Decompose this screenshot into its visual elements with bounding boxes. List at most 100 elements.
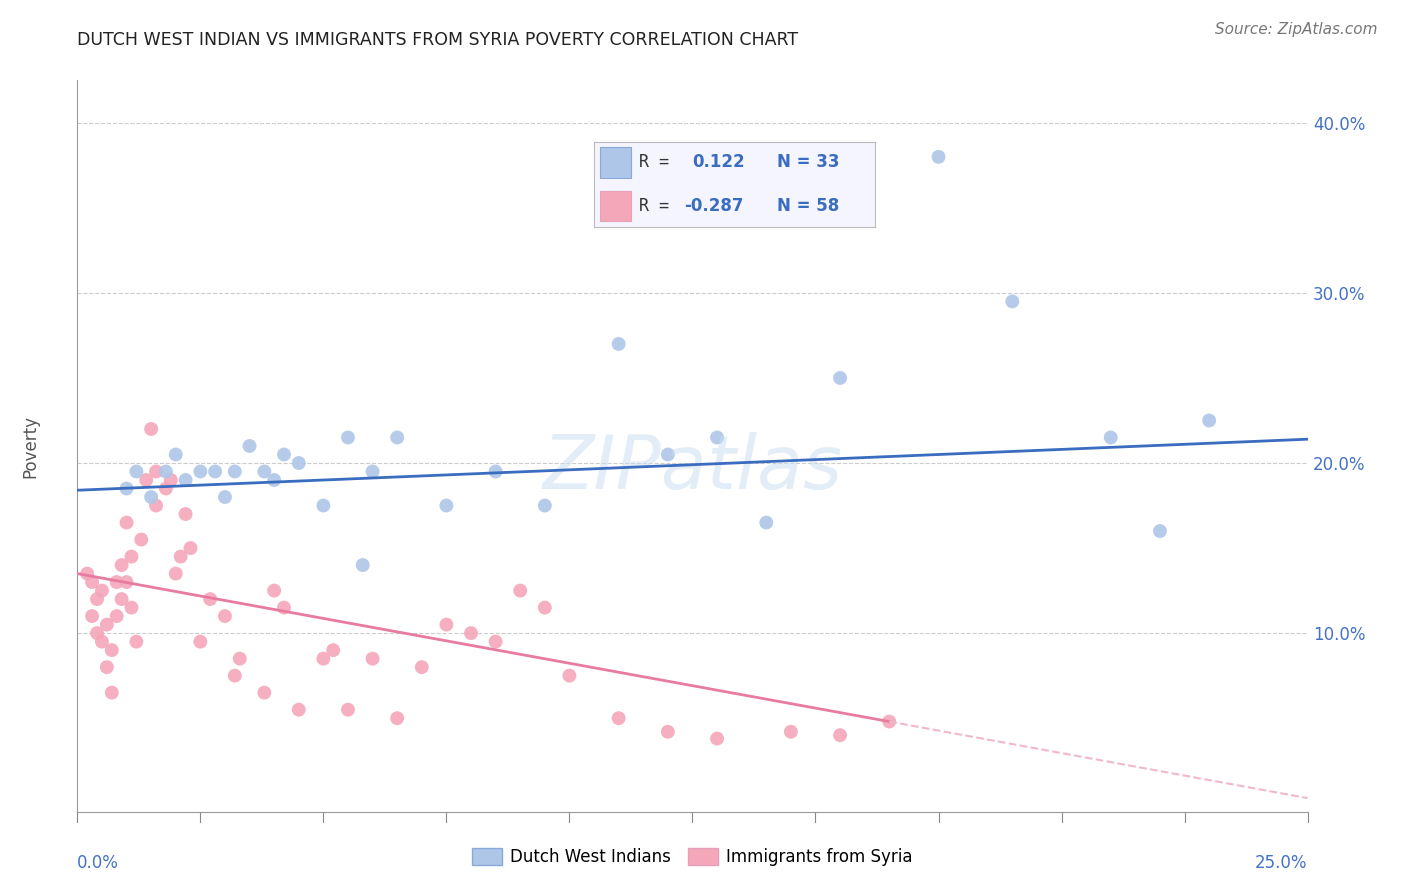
Point [607,711,630,725]
Point [534,499,557,513]
Point [263,583,285,598]
Point [214,609,236,624]
Point [111,558,132,572]
Text: 25.0%: 25.0% [1256,855,1308,872]
Text: 0.0%: 0.0% [77,855,120,872]
Point [273,448,295,462]
Point [1001,294,1024,309]
Point [190,634,212,648]
Point [312,499,335,513]
Point [145,465,167,479]
Point [607,337,630,351]
Point [121,600,143,615]
Point [96,617,118,632]
Point [706,731,728,746]
Point [190,465,212,479]
Point [125,465,148,479]
Point [200,592,222,607]
Point [224,465,246,479]
Point [155,482,177,496]
Point [145,499,167,513]
Point [387,430,409,444]
Point [830,728,852,742]
Point [86,626,108,640]
Point [534,600,557,615]
Point [411,660,433,674]
Point [90,634,114,648]
Point [755,516,778,530]
Point [174,473,197,487]
Text: R =: R = [640,153,669,171]
FancyBboxPatch shape [599,191,630,221]
Text: Poverty: Poverty [21,415,39,477]
Text: ZIPatlas: ZIPatlas [543,432,842,504]
Point [657,448,679,462]
Point [115,575,138,590]
Point [86,592,108,607]
Point [141,422,163,436]
Point [224,668,246,682]
Point [111,592,132,607]
Point [115,516,138,530]
Point [82,575,104,590]
Point [485,465,508,479]
Point [160,473,183,487]
Point [263,473,285,487]
Point [706,430,728,444]
Point [131,533,153,547]
Point [82,609,104,624]
Point [90,583,114,598]
Point [337,703,360,717]
Point [460,626,482,640]
Point [509,583,531,598]
Point [273,600,295,615]
Text: N = 58: N = 58 [778,197,839,215]
Point [436,617,458,632]
Point [239,439,262,453]
Point [105,609,128,624]
Point [928,150,950,164]
Text: N = 33: N = 33 [778,153,839,171]
Point [165,448,187,462]
Text: -0.287: -0.287 [685,197,744,215]
Point [253,686,276,700]
Point [322,643,344,657]
Point [135,473,157,487]
Point [76,566,98,581]
Point [165,566,187,581]
Point [1198,413,1220,427]
Point [1149,524,1171,538]
Point [180,541,202,555]
Point [115,482,138,496]
Point [780,724,803,739]
Point [361,465,384,479]
Text: R =: R = [640,197,669,215]
Point [141,490,163,504]
Text: DUTCH WEST INDIAN VS IMMIGRANTS FROM SYRIA POVERTY CORRELATION CHART: DUTCH WEST INDIAN VS IMMIGRANTS FROM SYR… [77,31,799,49]
Point [879,714,901,729]
Point [352,558,374,572]
Point [436,499,458,513]
Point [229,651,252,665]
Point [214,490,236,504]
Point [253,465,276,479]
Point [155,465,177,479]
Text: 0.122: 0.122 [693,153,745,171]
Text: Source: ZipAtlas.com: Source: ZipAtlas.com [1215,22,1378,37]
Point [101,686,124,700]
Point [105,575,128,590]
Point [485,634,508,648]
Point [170,549,193,564]
Point [657,724,679,739]
FancyBboxPatch shape [599,147,630,178]
Point [121,549,143,564]
Point [337,430,360,444]
Point [204,465,226,479]
Point [558,668,581,682]
Point [288,703,311,717]
Point [96,660,118,674]
Point [312,651,335,665]
Point [830,371,852,385]
Point [361,651,384,665]
Point [1099,430,1122,444]
